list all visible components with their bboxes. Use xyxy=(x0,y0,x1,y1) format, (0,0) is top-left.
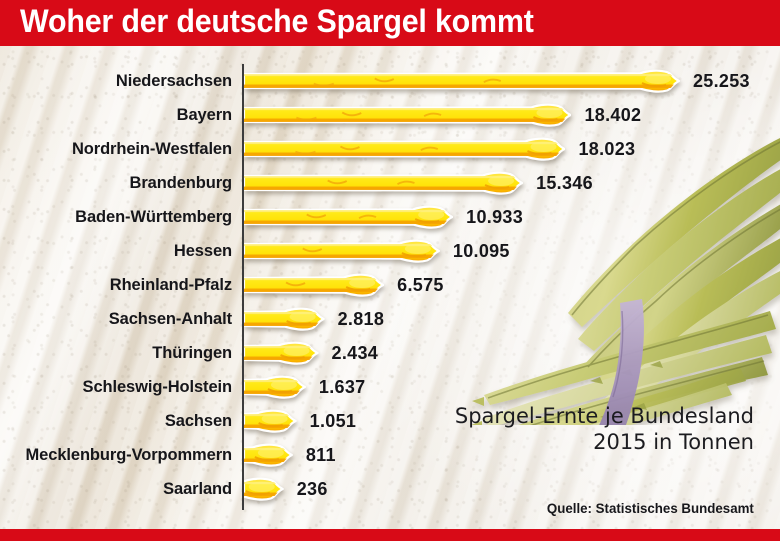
category-label: Baden-Württemberg xyxy=(75,207,232,226)
chart-row: Niedersachsen 25.253 xyxy=(0,64,780,98)
caption-line-2: 2015 in Tonnen xyxy=(593,429,754,454)
page-title: Woher der deutsche Spargel kommt xyxy=(20,3,534,39)
value-label: 2.818 xyxy=(337,308,385,329)
category-label: Bayern xyxy=(176,105,232,124)
value-label: 811 xyxy=(305,444,336,465)
category-label: Thüringen xyxy=(152,343,232,362)
chart-caption: Spargel-Ernte je Bundesland 2015 in Tonn… xyxy=(424,404,754,455)
value-label: 15.346 xyxy=(536,172,593,193)
bar-asparagus-spear xyxy=(244,336,319,370)
category-label: Schleswig-Holstein xyxy=(82,377,233,396)
bar-asparagus-spear xyxy=(244,268,385,302)
bar-asparagus-spear xyxy=(244,200,454,234)
category-label: Sachsen-Anhalt xyxy=(108,309,232,328)
chart-row: Bayern 18.402 xyxy=(0,98,780,132)
category-label: Hessen xyxy=(173,241,232,260)
chart-row: Baden-Württemberg 10.933 xyxy=(0,200,780,234)
chart-row: Sachsen 1.051 xyxy=(0,404,780,438)
value-label: 25.253 xyxy=(693,70,750,91)
source-note: Quelle: Statistisches Bundesamt xyxy=(547,500,754,516)
value-label: 18.023 xyxy=(578,138,636,159)
chart-row: Brandenburg 15.346 xyxy=(0,166,780,200)
category-label: Niedersachsen xyxy=(115,71,232,90)
chart-axis-line xyxy=(242,64,244,510)
category-label: Sachsen xyxy=(164,411,232,430)
bar-asparagus-spear xyxy=(244,370,306,404)
value-label: 1.637 xyxy=(318,376,366,397)
category-label: Brandenburg xyxy=(129,173,233,192)
bar-chart: Niedersachsen 25.253 Bayern 18.402 Nordrhein… xyxy=(0,46,780,529)
title-banner: Woher der deutsche Spargel kommt xyxy=(0,0,780,46)
value-label: 10.095 xyxy=(452,240,510,261)
chart-row: Thüringen 2.434 xyxy=(0,336,780,370)
bar-asparagus-spear xyxy=(244,132,566,166)
caption-line-1: Spargel-Ernte je Bundesland xyxy=(454,404,754,428)
chart-row: Nordrhein-Westfalen 18.023 xyxy=(0,132,780,166)
category-label: Rheinland-Pfalz xyxy=(109,275,232,294)
bar-asparagus-spear xyxy=(244,64,680,98)
category-label: Saarland xyxy=(163,479,232,498)
value-label: 236 xyxy=(296,478,328,499)
value-label: 10.933 xyxy=(466,206,524,227)
bar-asparagus-spear xyxy=(244,166,524,200)
bar-asparagus-spear xyxy=(244,472,284,506)
chart-row: Mecklenburg-Vorpommern 811 xyxy=(0,438,780,472)
value-label: 6.575 xyxy=(397,274,444,295)
value-label: 2.434 xyxy=(331,342,379,363)
chart-row: Sachsen-Anhalt 2.818 xyxy=(0,302,780,336)
value-label: 18.402 xyxy=(584,104,642,125)
footer-banner xyxy=(0,529,780,541)
category-label: Nordrhein-Westfalen xyxy=(71,139,232,158)
chart-row: Hessen 10.095 xyxy=(0,234,780,268)
chart-row: Schleswig-Holstein 1.637 xyxy=(0,370,780,404)
category-label: Mecklenburg-Vorpommern xyxy=(25,445,233,464)
bar-asparagus-spear xyxy=(244,404,297,438)
bar-asparagus-spear xyxy=(244,234,440,268)
chart-row: Rheinland-Pfalz 6.575 xyxy=(0,268,780,302)
chart-row: Saarland 236 xyxy=(0,472,780,506)
value-label: 1.051 xyxy=(309,410,357,431)
bar-asparagus-spear xyxy=(244,98,572,132)
bar-asparagus-spear xyxy=(244,302,325,336)
bar-asparagus-spear xyxy=(244,438,293,472)
